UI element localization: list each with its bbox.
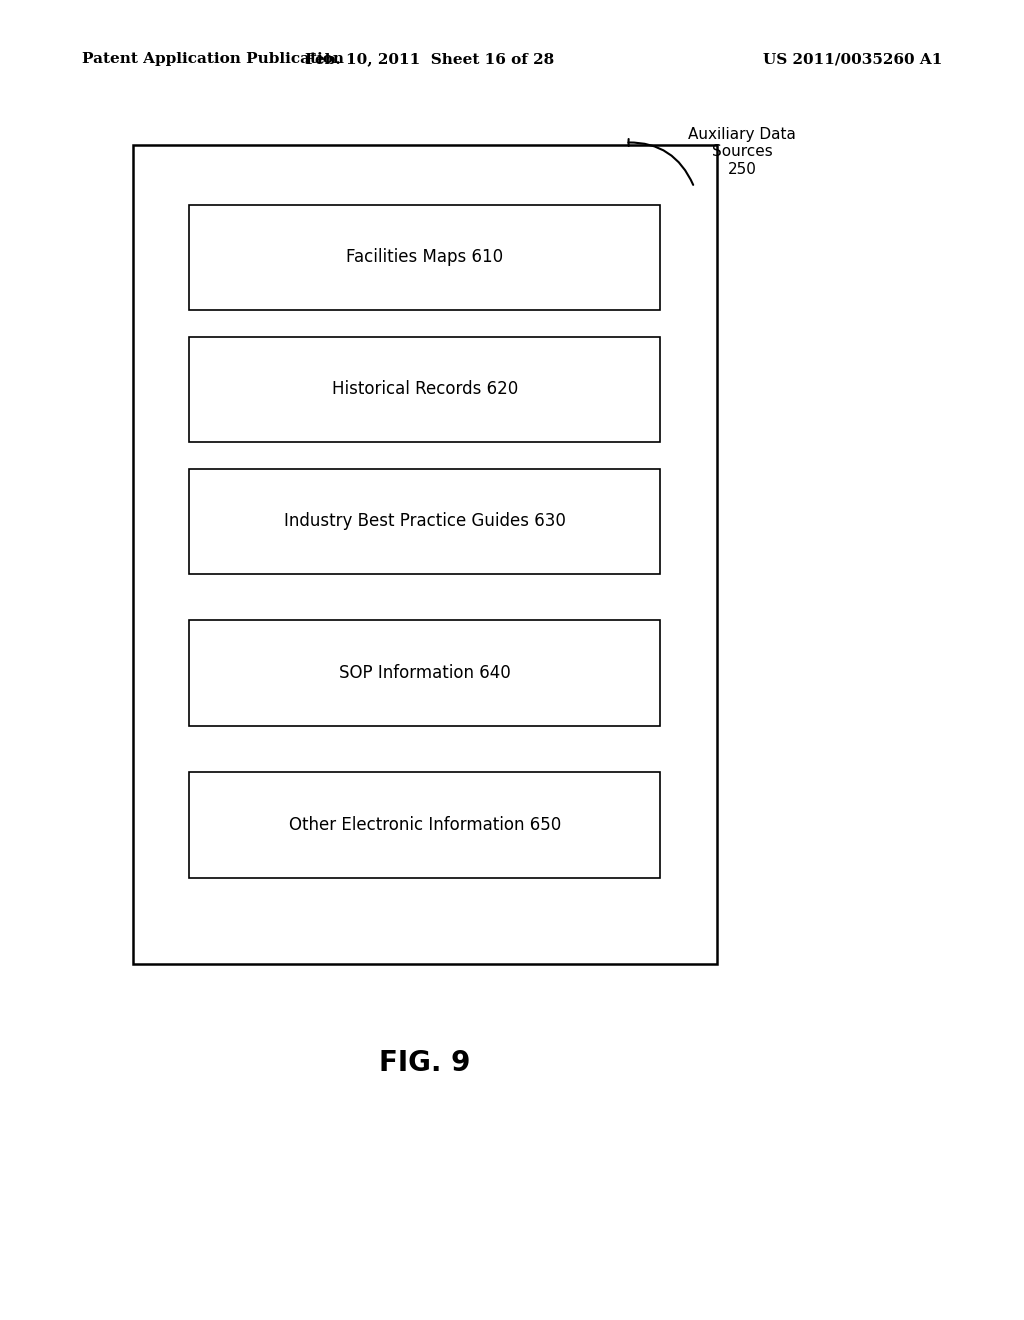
Bar — [189, 469, 660, 574]
Bar — [189, 337, 660, 442]
Bar — [189, 620, 660, 726]
Text: US 2011/0035260 A1: US 2011/0035260 A1 — [763, 53, 942, 66]
Text: Historical Records 620: Historical Records 620 — [332, 380, 518, 399]
Text: Facilities Maps 610: Facilities Maps 610 — [346, 248, 504, 267]
Text: Patent Application Publication: Patent Application Publication — [82, 53, 344, 66]
Text: Other Electronic Information 650: Other Electronic Information 650 — [289, 816, 561, 834]
Text: Industry Best Practice Guides 630: Industry Best Practice Guides 630 — [284, 512, 566, 531]
Text: FIG. 9: FIG. 9 — [379, 1048, 471, 1077]
Bar — [189, 772, 660, 878]
Text: Feb. 10, 2011  Sheet 16 of 28: Feb. 10, 2011 Sheet 16 of 28 — [305, 53, 555, 66]
Bar — [133, 145, 717, 964]
Bar — [189, 205, 660, 310]
Text: SOP Information 640: SOP Information 640 — [339, 664, 511, 682]
Text: Auxiliary Data
Sources
250: Auxiliary Data Sources 250 — [688, 127, 797, 177]
